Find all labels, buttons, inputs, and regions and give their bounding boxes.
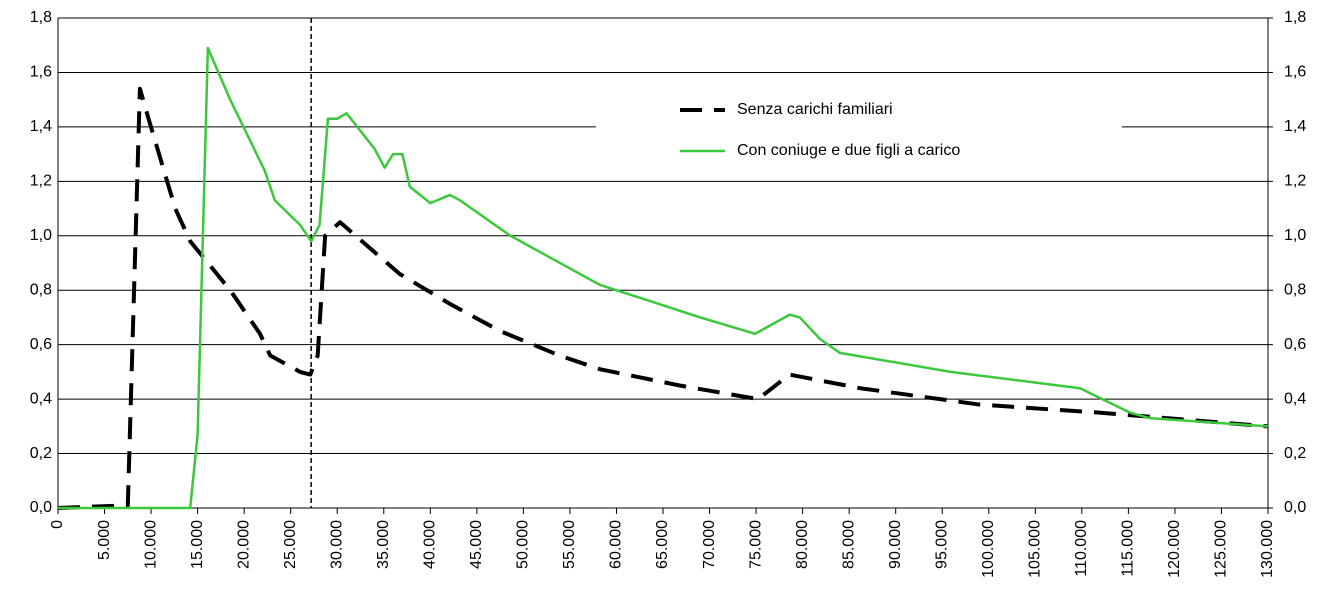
y-tick-label: 1,6 (30, 64, 52, 81)
legend-label: Con coniuge e due figli a carico (737, 142, 960, 159)
x-tick-label: 40.000 (422, 520, 439, 569)
x-tick-label: 0 (49, 520, 66, 529)
x-tick-label: 120.000 (1166, 520, 1183, 578)
y2-tick-label: 0,0 (1284, 499, 1306, 516)
series-line (58, 46, 1269, 510)
y2-tick-label: 0,4 (1284, 390, 1306, 407)
y-tick-label: 1,0 (30, 227, 52, 244)
x-tick-label: 80.000 (794, 520, 811, 569)
x-tick-label: 130.000 (1259, 520, 1276, 578)
y-tick-label: 1,4 (30, 118, 52, 135)
x-tick-label: 60.000 (608, 520, 625, 569)
y2-tick-label: 0,6 (1284, 336, 1306, 353)
y-tick-label: 0,2 (30, 445, 52, 462)
y2-tick-label: 0,2 (1284, 445, 1306, 462)
y2-tick-label: 1,6 (1284, 64, 1306, 81)
x-tick-label: 15.000 (189, 520, 206, 569)
legend-box (596, 86, 1122, 176)
y2-tick-label: 1,4 (1284, 118, 1306, 135)
y-tick-label: 1,2 (30, 173, 52, 190)
x-tick-label: 65.000 (654, 520, 671, 569)
y-tick-label: 1,8 (30, 9, 52, 26)
y2-tick-label: 1,8 (1284, 9, 1306, 26)
y2-tick-label: 1,0 (1284, 227, 1306, 244)
x-tick-label: 70.000 (701, 520, 718, 569)
legend-label: Senza carichi familiari (737, 101, 893, 118)
x-tick-label: 20.000 (235, 520, 252, 569)
x-tick-label: 75.000 (747, 520, 764, 569)
y2-tick-label: 1,2 (1284, 173, 1306, 190)
x-tick-label: 35.000 (375, 520, 392, 569)
y-tick-label: 0,6 (30, 336, 52, 353)
x-tick-label: 55.000 (561, 520, 578, 569)
series-line (57, 86, 1269, 510)
x-tick-label: 50.000 (515, 520, 532, 569)
x-tick-label: 115.000 (1120, 520, 1137, 577)
y2-tick-label: 0,8 (1284, 281, 1306, 298)
x-tick-label: 95.000 (933, 520, 950, 569)
y-tick-label: 0,4 (30, 390, 52, 407)
x-tick-label: 10.000 (142, 520, 159, 569)
x-tick-label: 100.000 (980, 520, 997, 578)
x-tick-label: 5.000 (96, 520, 113, 560)
x-tick-label: 30.000 (328, 520, 345, 569)
x-tick-label: 45.000 (468, 520, 485, 569)
x-tick-label: 90.000 (887, 520, 904, 569)
x-tick-label: 85.000 (840, 520, 857, 569)
y-tick-label: 0,8 (30, 281, 52, 298)
x-tick-label: 25.000 (282, 520, 299, 569)
x-tick-label: 105.000 (1027, 520, 1044, 578)
y-tick-label: 0,0 (30, 499, 52, 516)
x-tick-label: 110.000 (1073, 520, 1090, 577)
x-tick-label: 125.000 (1213, 520, 1230, 578)
